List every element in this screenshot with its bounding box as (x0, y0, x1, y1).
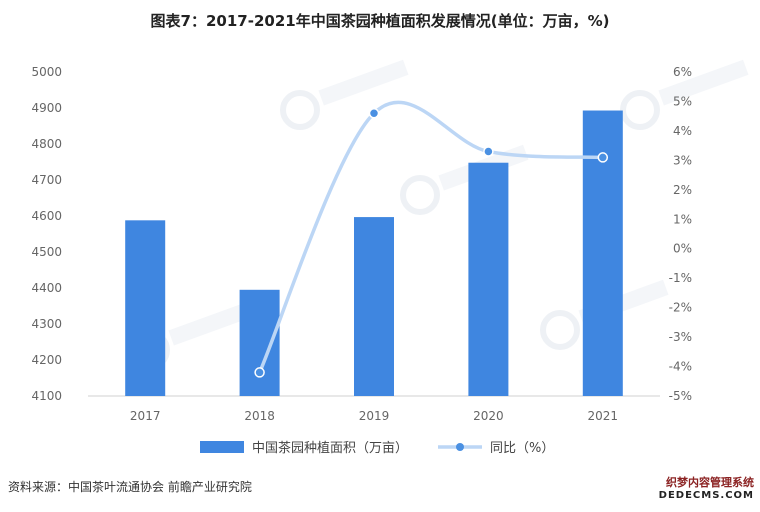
y-left-tick-label: 4300 (31, 317, 62, 331)
bar (468, 162, 509, 396)
y-left-tick-label: 4400 (31, 281, 62, 295)
bars-layer (125, 110, 623, 397)
y-left-tick-label: 4100 (31, 389, 62, 403)
legend: 中国茶园种植面积（万亩） 同比（%） (200, 440, 554, 456)
y-right-tick-label: -1% (669, 271, 692, 285)
site-watermark: 织梦内容管理系统 DEDECMS.COM (659, 476, 754, 502)
y-left-tick-label: 4700 (31, 173, 62, 187)
y-left-tick-label: 4900 (31, 101, 62, 115)
legend-swatch-bar (200, 441, 244, 453)
y-right-tick-label: 1% (673, 212, 692, 226)
y-right-tick-label: 5% (673, 94, 692, 108)
line-point (368, 107, 380, 119)
y-right-tick-label: 6% (673, 65, 692, 79)
x-tick-label: 2019 (359, 409, 390, 423)
x-tick-label: 2020 (473, 409, 504, 423)
y-left-tick-label: 4800 (31, 137, 62, 151)
y-left-tick-label: 4200 (31, 353, 62, 367)
axes-layer: 4100 4200 4300 4400 4500 4600 4700 4800 4900 5000… (31, 65, 692, 423)
bar (354, 217, 394, 396)
legend-label-bar: 中国茶园种植面积（万亩） (252, 440, 408, 456)
legend-label-line: 同比（%） (490, 441, 554, 456)
y-right-tick-label: 2% (673, 183, 692, 197)
y-right-tick-label: 4% (673, 124, 692, 138)
watermark-logo-icon (400, 175, 440, 215)
line-point (483, 146, 494, 157)
chart-title: 图表7：2017-2021年中国茶园种植面积发展情况(单位：万亩，%) (150, 12, 610, 30)
watermark-band (318, 59, 409, 106)
bar (125, 220, 166, 396)
y-right-tick-label: 3% (673, 153, 692, 167)
watermark-line1: 织梦内容管理系统 (666, 476, 754, 489)
y-right-tick-label: -4% (669, 360, 692, 374)
watermark-logo-icon (620, 90, 660, 130)
watermark-band (168, 299, 259, 346)
line-point (254, 367, 265, 378)
y-right-tick-label: 0% (673, 242, 692, 256)
y-left-tick-label: 4500 (31, 245, 62, 259)
legend-swatch-marker (456, 443, 464, 451)
line-point (597, 152, 609, 163)
x-tick-label: 2017 (130, 409, 161, 423)
x-tick-label: 2021 (588, 409, 619, 423)
x-tick-label: 2018 (244, 409, 275, 423)
bar (239, 289, 280, 396)
watermark-layer (130, 59, 749, 370)
y-left-tick-label: 4600 (31, 209, 62, 223)
y-left-tick-label: 5000 (31, 65, 62, 79)
series-line (257, 100, 603, 374)
watermark-logo-icon (280, 90, 320, 130)
watermark-line2: DEDECMS.COM (658, 490, 754, 501)
watermark-logo-icon (540, 310, 580, 350)
watermark-band (658, 59, 749, 106)
y-right-tick-label: -2% (669, 301, 692, 315)
y-right-tick-label: -5% (669, 389, 692, 403)
source-note: 资料来源：中国茶叶流通协会 前瞻产业研究院 (8, 480, 252, 494)
y-right-tick-label: -3% (669, 330, 692, 344)
line-layer (254, 100, 609, 378)
